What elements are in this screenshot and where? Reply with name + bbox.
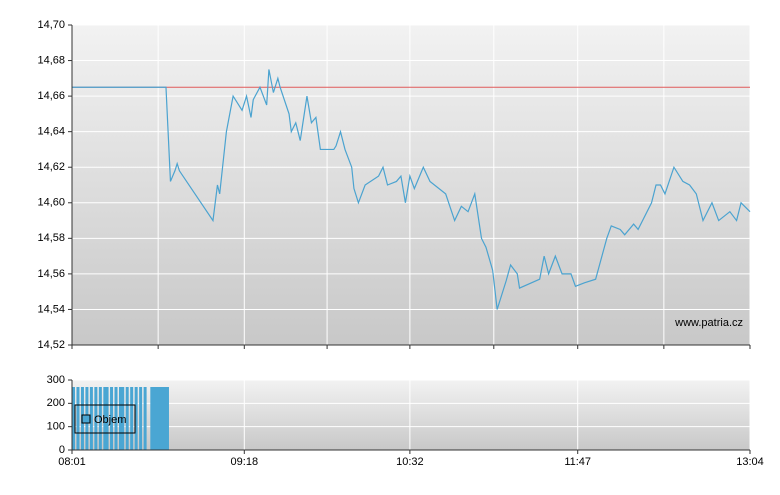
volume-bar (150, 387, 154, 450)
watermark: www.patria.cz (674, 317, 743, 329)
volume-bar (125, 387, 129, 450)
y-tick-label: 14,62 (37, 161, 65, 173)
y-tick-label: 14,56 (37, 268, 65, 280)
y-tick-label: 14,66 (37, 90, 65, 102)
y-tick-label: 14,60 (37, 197, 65, 209)
y-tick-label: 200 (47, 397, 65, 409)
volume-bar (152, 387, 156, 450)
y-tick-label: 14,54 (37, 303, 65, 315)
x-tick-label: 10:32 (396, 456, 424, 468)
y-tick-label: 100 (47, 421, 65, 433)
volume-bar (76, 387, 80, 450)
price-line (72, 69, 751, 310)
volume-bar (103, 387, 107, 450)
volume-bar (157, 387, 161, 450)
y-tick-label: 14,52 (37, 339, 65, 351)
volume-bar (110, 387, 114, 450)
volume-bar (161, 387, 165, 450)
volume-bar (130, 387, 134, 450)
y-tick-label: 0 (59, 444, 65, 456)
volume-bar (105, 387, 109, 450)
legend-swatch (81, 414, 91, 424)
volume-bar (139, 387, 143, 450)
x-tick-label: 13:04 (736, 456, 764, 468)
volume-bar (163, 387, 167, 450)
price-plot-area (72, 25, 750, 345)
volume-bar (98, 387, 102, 450)
volume-bar (89, 387, 93, 450)
volume-bar (114, 387, 118, 450)
volume-bar (165, 387, 169, 450)
volume-bar (121, 387, 125, 450)
x-tick-label: 11:47 (564, 456, 591, 468)
volume-bar (159, 387, 163, 450)
legend-box (74, 404, 136, 434)
legend-label: Objem (94, 414, 126, 426)
volume-bar (134, 387, 138, 450)
volume-bar (72, 387, 75, 450)
volume-bar (143, 387, 147, 450)
y-tick-label: 14,70 (37, 19, 65, 31)
x-tick-label: 08:01 (58, 456, 86, 468)
y-tick-label: 14,58 (37, 232, 65, 244)
y-tick-label: 14,64 (37, 126, 65, 138)
volume-bar (118, 387, 122, 450)
volume-plot-area (72, 380, 750, 450)
volume-bar (94, 387, 98, 450)
y-tick-label: 300 (47, 374, 65, 386)
y-tick-label: 14,68 (37, 54, 65, 66)
volume-bar (154, 387, 158, 450)
x-tick-label: 09:18 (231, 456, 259, 468)
